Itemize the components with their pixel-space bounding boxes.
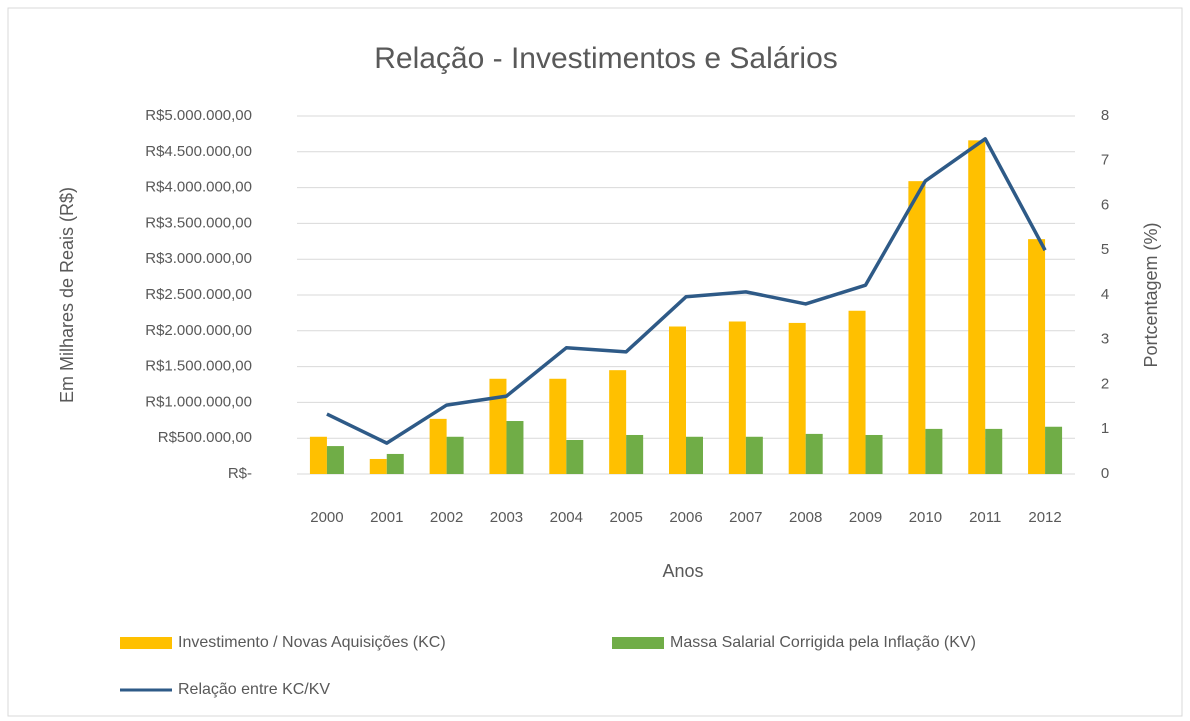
bar xyxy=(985,428,1003,474)
y-tick-label: R$2.500.000,00 xyxy=(145,286,252,303)
x-axis-title: Anos xyxy=(662,561,703,581)
x-tick-label: 2000 xyxy=(310,509,343,526)
y2-tick-label: 5 xyxy=(1101,241,1109,258)
x-tick-label: 2004 xyxy=(550,509,583,526)
bar xyxy=(805,433,823,474)
y-tick-label: R$5.000.000,00 xyxy=(145,107,252,124)
y-tick-label: R$- xyxy=(228,465,252,482)
y2-axis-title: Portcentagem (%) xyxy=(1141,222,1161,367)
bar xyxy=(908,181,926,474)
bar xyxy=(446,436,464,474)
y-tick-label: R$3.000.000,00 xyxy=(145,250,252,267)
legend-label: Massa Salarial Corrigida pela Inflação (… xyxy=(670,634,976,651)
y2-tick-label: 1 xyxy=(1101,420,1109,437)
bar xyxy=(669,326,686,474)
y2-tick-label: 6 xyxy=(1101,196,1109,213)
y2-tick-label: 2 xyxy=(1101,375,1109,392)
line xyxy=(326,137,1047,445)
chart-title: Relação - Investimentos e Salários xyxy=(374,42,838,75)
bar xyxy=(848,310,866,474)
bar xyxy=(506,421,524,474)
bar xyxy=(626,434,644,474)
x-tick-label: 2001 xyxy=(370,509,403,526)
x-tick-label: 2006 xyxy=(669,509,702,526)
y2-tick-label: 8 xyxy=(1101,107,1109,124)
legend-label: Relação entre KC/KV xyxy=(178,681,330,698)
y-tick-label: R$4.000.000,00 xyxy=(145,179,252,196)
legend-label: Investimento / Novas Aquisições (KC) xyxy=(178,634,446,651)
y-tick-label: R$1.000.000,00 xyxy=(145,393,252,410)
y-tick-label: R$3.500.000,00 xyxy=(145,214,252,231)
bar xyxy=(326,446,344,474)
y2-tick-label: 4 xyxy=(1101,286,1109,303)
x-tick-label: 2008 xyxy=(789,509,822,526)
x-tick-label: 2011 xyxy=(969,509,1001,526)
chart-border xyxy=(7,7,1183,717)
x-tick-label: 2002 xyxy=(430,509,463,526)
bar xyxy=(566,439,584,474)
x-tick-label: 2010 xyxy=(909,509,942,526)
y2-tick-label: 0 xyxy=(1101,465,1109,482)
y-axis-title: Em Milhares de Reais (R$) xyxy=(57,187,77,403)
y2-tick-label: 3 xyxy=(1101,331,1109,348)
x-tick-label: 2005 xyxy=(609,509,642,526)
y-tick-label: R$1.500.000,00 xyxy=(145,358,252,375)
x-tick-label: 2003 xyxy=(490,509,523,526)
x-tick-label: 2009 xyxy=(849,509,882,526)
bar xyxy=(968,140,986,474)
x-tick-label: 2012 xyxy=(1028,509,1061,526)
bar xyxy=(489,378,507,474)
bar xyxy=(369,458,387,474)
y-tick-label: R$500.000,00 xyxy=(158,429,252,446)
bar xyxy=(429,418,447,474)
y-tick-label: R$2.000.000,00 xyxy=(145,322,252,339)
bar xyxy=(1028,239,1046,474)
bar xyxy=(925,428,943,474)
y-tick-label: R$4.500.000,00 xyxy=(145,143,252,160)
bar xyxy=(549,378,567,474)
x-tick-label: 2007 xyxy=(729,509,762,526)
bar xyxy=(309,436,327,474)
bar xyxy=(386,453,404,474)
bar xyxy=(609,370,627,474)
bar xyxy=(788,322,806,474)
bar xyxy=(865,434,883,474)
bar xyxy=(745,436,763,474)
legend-swatch xyxy=(120,637,172,649)
bar xyxy=(1045,426,1063,474)
bar xyxy=(686,436,703,474)
legend-swatch xyxy=(612,637,664,649)
bar xyxy=(728,321,746,474)
y2-tick-label: 7 xyxy=(1101,152,1109,169)
